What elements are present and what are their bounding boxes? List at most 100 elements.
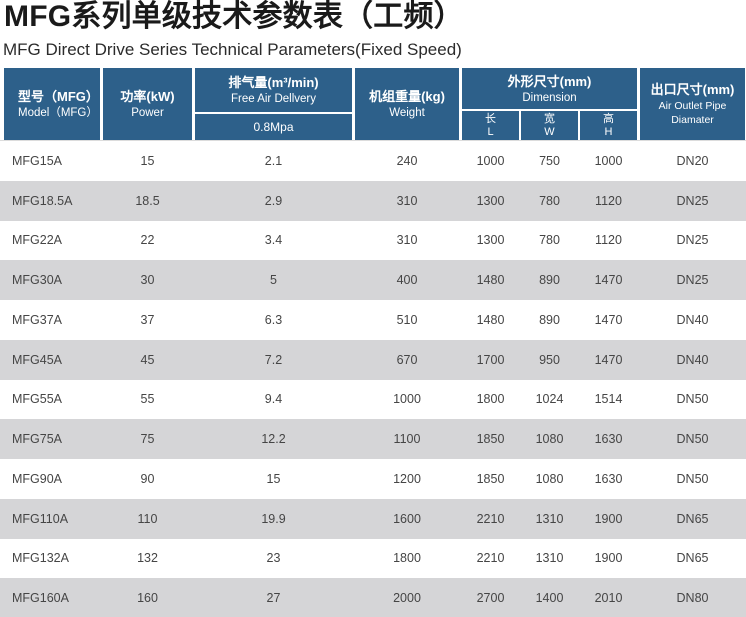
header-length-en: L [487,125,494,138]
cell-fad: 12.2 [261,432,286,447]
dimension-cells: 1850 1080 1630 [462,419,637,459]
dimension-cells: 1850 1080 1630 [462,459,637,499]
header-dimension-zh: 外形尺寸(mm) [507,73,592,89]
cell-power: 22 [140,233,155,248]
page-title: MFG系列单级技术参数表（工频） [4,0,464,33]
cell-w: 1310 [535,551,564,566]
table-row: MFG90A 90 15 1200 1850 1080 1630 DN50 [0,459,746,499]
cell-model: MFG30A [12,273,63,288]
dimension-cells: 1480 890 1470 [462,260,637,300]
table-row: MFG75A 75 12.2 1100 1850 1080 1630 DN50 [0,419,746,459]
cell-l: 2210 [476,551,505,566]
cell-l: 2700 [476,591,505,606]
cell-outlet: DN40 [676,352,709,367]
table-row: MFG30A 30 5 400 1480 890 1470 DN25 [0,260,746,300]
cell-h: 1120 [595,193,622,208]
table-row: MFG37A 37 6.3 510 1480 890 1470 DN40 [0,300,746,340]
cell-outlet: DN20 [676,153,709,168]
header-width-zh: 宽 [544,112,555,125]
dimension-cells: 1300 780 1120 [462,221,637,261]
header-model-en: Model（MFG） [18,107,98,119]
cell-l: 1300 [476,233,505,248]
cell-w: 780 [539,193,560,208]
cell-h: 1900 [594,551,623,566]
cell-model: MFG22A [12,233,63,248]
cell-weight: 1800 [393,551,421,566]
cell-w: 1024 [535,392,564,407]
cell-h: 1514 [594,392,623,407]
cell-weight: 1100 [393,432,421,447]
cell-power: 18.5 [135,193,160,208]
cell-weight: 240 [396,153,418,168]
cell-fad: 2.1 [264,153,283,168]
cell-power: 160 [137,591,158,606]
table-row: MFG22A 22 3.4 310 1300 780 1120 DN25 [0,220,746,261]
header-dimension-en: Dimension [522,91,577,104]
table-row: MFG160A 160 27 2000 2700 1400 2010 DN80 [0,578,746,617]
header-dimension-height: 高 H [580,111,637,140]
cell-model: MFG90A [12,471,63,486]
cell-power: 132 [137,551,158,566]
cell-l: 2210 [476,511,505,526]
cell-model: MFG160A [12,591,69,606]
dimension-cells: 1480 890 1470 [462,300,637,340]
table-row: MFG132A 132 23 1800 2210 1310 1900 DN65 [0,538,746,579]
cell-fad: 2.9 [264,193,283,208]
cell-fad: 15 [266,471,281,486]
cell-outlet: DN25 [676,273,709,288]
header-dimension-width: 宽 W [521,111,578,140]
header-dimension-top: 外形尺寸(mm) Dimension [462,68,637,109]
dimension-cells: 1700 950 1470 [462,340,637,380]
header-outlet: 出口尺寸(mm) Air Outlet Pipe Diamater [640,68,745,140]
cell-outlet: DN65 [676,511,709,526]
table-row: MFG18.5A 18.5 2.9 310 1300 780 1120 DN25 [0,180,746,221]
dimension-cells: 1800 1024 1514 [462,380,637,420]
cell-model: MFG110A [12,511,69,526]
cell-weight: 510 [396,312,418,327]
cell-w: 1080 [535,471,564,486]
cell-outlet: DN50 [676,392,709,407]
cell-weight: 670 [396,352,418,367]
dimension-cells: 2210 1310 1900 [462,499,637,539]
cell-fad: 6.3 [264,312,283,327]
cell-h: 1470 [594,312,623,327]
table-row: MFG55A 55 9.4 1000 1800 1024 1514 DN50 [0,379,746,420]
cell-outlet: DN25 [676,233,709,248]
cell-model: MFG37A [12,312,63,327]
header-model-zh: 型号（MFG） [18,89,99,104]
cell-outlet: DN50 [676,432,709,447]
header-outlet-en: Air Outlet Pipe Diamater [658,100,727,126]
cell-w: 890 [539,312,560,327]
cell-weight: 310 [396,193,418,208]
cell-weight: 1000 [393,392,421,407]
header-weight-en: Weight [389,107,425,119]
cell-h: 1470 [594,273,623,288]
cell-l: 1480 [476,273,505,288]
header-weight-zh: 机组重量(kg) [369,89,445,104]
header-height-en: H [604,125,613,138]
cell-w: 950 [539,352,560,367]
cell-model: MFG18.5A [12,193,73,208]
cell-power: 110 [137,511,158,526]
cell-h: 1900 [594,511,623,526]
header-outlet-zh: 出口尺寸(mm) [650,82,735,97]
header-fad-zh: 排气量(m³/min) [228,75,319,90]
header-power-zh: 功率(kW) [120,89,175,104]
cell-l: 1480 [476,312,505,327]
header-width-en: W [544,125,555,138]
cell-l: 1850 [476,471,505,486]
cell-outlet: DN50 [676,471,709,486]
header-fad-top: 排气量(m³/min) Free Air Dellvery [195,68,352,112]
table-header: 型号（MFG） Model（MFG） 功率(kW) Power 排气量(m³/m… [4,68,745,140]
dimension-cells: 1000 750 1000 [462,141,637,181]
table-row: MFG110A 110 19.9 1600 2210 1310 1900 DN65 [0,498,746,539]
table-row: MFG15A 15 2.1 240 1000 750 1000 DN20 [0,141,746,181]
dimension-cells: 1300 780 1120 [462,181,637,221]
header-model: 型号（MFG） Model（MFG） [4,68,100,140]
cell-fad: 9.4 [264,392,283,407]
cell-model: MFG132A [12,551,69,566]
cell-l: 1300 [476,193,505,208]
cell-outlet: DN80 [676,591,709,606]
page-subtitle: MFG Direct Drive Series Technical Parame… [3,40,462,59]
